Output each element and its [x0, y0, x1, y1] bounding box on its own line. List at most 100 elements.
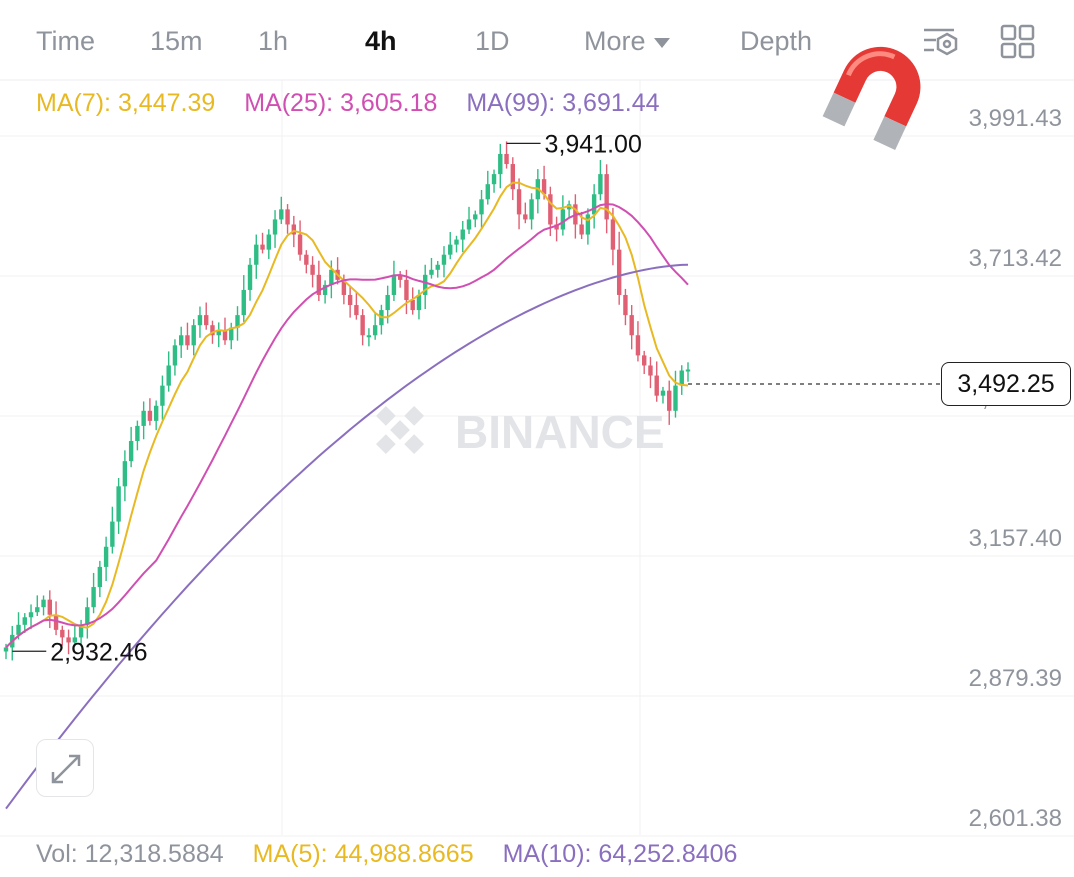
candle-body — [216, 330, 221, 336]
candle-body — [679, 370, 684, 386]
y-axis: 3,991.433,713.423,435.413,157.402,879.39… — [969, 105, 1062, 832]
candle-body — [554, 224, 559, 230]
candle-body — [60, 629, 65, 638]
candle-body — [153, 405, 159, 421]
candle-body — [479, 199, 484, 215]
expand-icon — [51, 754, 81, 784]
candle-body — [191, 325, 196, 346]
candle-body — [616, 249, 622, 295]
candle-body — [47, 599, 52, 615]
ma99-label: MA(99): 3,691.44 — [466, 89, 660, 117]
candle-body — [128, 441, 134, 462]
grid-layout-icon[interactable] — [998, 22, 1038, 62]
candle-body — [204, 315, 209, 326]
candle-body — [141, 410, 146, 426]
candle-body — [166, 365, 171, 386]
tab-1d[interactable]: 1D — [475, 26, 510, 56]
candle-body — [229, 327, 234, 341]
candle-body — [3, 647, 9, 652]
tab-1h[interactable]: 1h — [258, 26, 289, 56]
candle-body — [654, 375, 659, 396]
candle-body — [210, 325, 215, 336]
candle-body — [685, 369, 691, 372]
expand-button[interactable] — [36, 739, 94, 797]
candle-body — [391, 274, 397, 295]
candle-body — [41, 599, 46, 608]
candle-body — [366, 335, 372, 338]
candle-body — [429, 269, 434, 275]
candle-body — [172, 345, 178, 366]
magnet-sticker-icon — [812, 40, 932, 170]
candle-body — [266, 234, 271, 250]
candle-body — [235, 315, 240, 328]
candle-body — [673, 385, 678, 411]
price-annotations: 3,941.00 2,932.46 — [12, 130, 642, 666]
candle-body — [291, 224, 297, 235]
current-price-tag: 3,492.25 — [941, 362, 1071, 406]
ma25-label: MA(25): 3,605.18 — [244, 89, 438, 117]
binance-watermark: BINANCE — [375, 405, 665, 458]
chart-settings-icon[interactable] — [920, 22, 960, 62]
candle-body — [53, 614, 59, 630]
ma-legend: MA(7): 3,447.39 MA(25): 3,605.18 MA(99):… — [36, 89, 682, 118]
candle-body — [504, 153, 509, 165]
candle-body — [460, 229, 465, 240]
tab-time[interactable]: Time — [36, 26, 95, 56]
y-tick-label: 3,157.40 — [969, 525, 1062, 552]
annotation-high-label: 3,941.00 — [545, 130, 642, 158]
candle-body — [347, 294, 353, 306]
y-tick-label: 2,601.38 — [969, 805, 1062, 832]
ma-lines — [5, 181, 689, 810]
candle-body — [548, 194, 553, 225]
tab-more-label: More — [584, 26, 646, 56]
tab-depth[interactable]: Depth — [740, 26, 813, 56]
candle-body — [91, 587, 96, 608]
candle-body — [466, 219, 472, 230]
candle-body — [272, 219, 278, 235]
candle-body — [416, 294, 422, 311]
candle-body — [310, 264, 315, 275]
ma7-label: MA(7): 3,447.39 — [36, 89, 216, 117]
candle-body — [435, 264, 440, 270]
ma99-line — [5, 263, 689, 810]
candle-body — [304, 254, 309, 265]
candle-body — [642, 355, 647, 366]
tab-15m[interactable]: 15m — [150, 26, 203, 56]
candle-body — [404, 279, 409, 301]
ma7-line — [5, 181, 689, 649]
candle-body — [185, 335, 190, 346]
candle-body — [97, 566, 103, 588]
candle-body — [441, 254, 447, 265]
candle-body — [197, 315, 203, 326]
candle-body — [285, 209, 290, 225]
candle-body — [322, 284, 328, 295]
candle-body — [629, 315, 634, 336]
candle-body — [610, 219, 616, 250]
tab-more[interactable]: More — [584, 26, 670, 57]
candle-body — [279, 209, 284, 220]
candle-body — [635, 335, 641, 356]
candle-body — [541, 179, 547, 195]
candle-body — [22, 617, 27, 625]
candle-body — [260, 244, 265, 250]
volume-ma5-label: MA(5): 44,988.8665 — [252, 840, 474, 868]
candle-body — [178, 335, 184, 346]
candle-body — [341, 279, 347, 295]
candle-body — [360, 315, 365, 336]
candle-body — [72, 637, 78, 643]
candle-body — [623, 294, 628, 316]
y-tick-label: 3,713.42 — [969, 245, 1062, 272]
candle-body — [135, 425, 140, 442]
tab-4h[interactable]: 4h — [365, 26, 397, 56]
candle-body — [122, 461, 128, 487]
candle-body — [16, 624, 21, 635]
candle-body — [116, 486, 121, 522]
candle-body — [491, 174, 497, 185]
candle-body — [579, 224, 584, 235]
candle-body — [560, 209, 566, 230]
candle-body — [35, 607, 40, 613]
ma25-line — [5, 203, 689, 649]
candle-body — [85, 607, 90, 625]
candle-body — [510, 164, 516, 190]
